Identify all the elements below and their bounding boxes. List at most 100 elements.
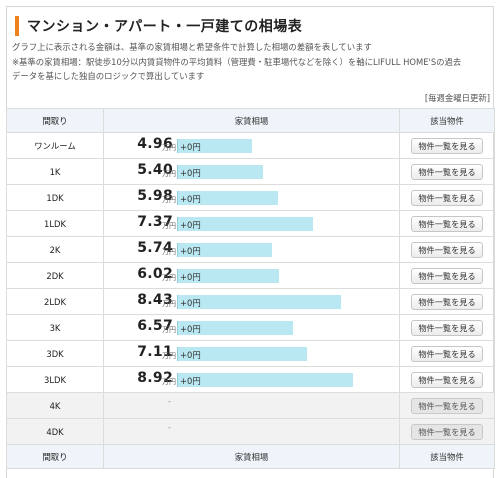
property-cell: 物件一覧を見る xyxy=(399,340,495,367)
property-cell: 物件一覧を見る xyxy=(399,210,495,237)
rent-cell: 6.02 万円 +0円 xyxy=(103,262,400,289)
rent-price: 6.57 xyxy=(137,318,173,334)
view-properties-button[interactable]: 物件一覧を見る xyxy=(411,345,483,362)
rent-diff: +0円 xyxy=(180,142,201,152)
rent-unit: 万円 xyxy=(162,144,176,152)
note-line-2: ※基準の家賃相場：駅徒歩10分以内賃貸物件の平均賃料（管理費・駐車場代などを除く… xyxy=(12,56,462,67)
madori-cell: 2DK xyxy=(6,262,104,289)
rent-cell: - xyxy=(103,392,400,419)
section-title: マンション・アパート・一戸建ての相場表 xyxy=(27,19,303,35)
property-cell: 物件一覧を見る xyxy=(399,184,495,211)
property-cell: 物件一覧を見る xyxy=(399,366,495,393)
rent-diff: +0円 xyxy=(180,168,201,178)
view-properties-button[interactable]: 物件一覧を見る xyxy=(411,293,483,310)
property-cell: 物件一覧を見る xyxy=(399,418,495,445)
table-row: 2LDK 8.43 万円 +0円 物件一覧を見る xyxy=(6,288,495,315)
rent-cell: 7.37 万円 +0円 xyxy=(103,210,400,237)
madori-cell: 2K xyxy=(6,236,104,263)
rent-unit: 万円 xyxy=(162,274,176,282)
view-properties-button[interactable]: 物件一覧を見る xyxy=(411,137,483,154)
rent-price: 7.11 xyxy=(137,344,173,360)
header-rent: 家賃相場 xyxy=(103,108,400,133)
rent-unit: 万円 xyxy=(162,196,176,204)
view-properties-button[interactable]: 物件一覧を見る xyxy=(411,371,483,388)
table-header-row: 間取り 家賃相場 該当物件 xyxy=(6,108,495,133)
view-properties-button[interactable]: 物件一覧を見る xyxy=(411,267,483,284)
rent-price: 8.92 xyxy=(137,370,173,386)
rent-bar xyxy=(177,347,307,361)
madori-cell: 4K xyxy=(6,392,104,419)
explanation-notes: グラフ上に表示される金額は、基準の家賃相場と希望条件で計算した相場の差額を表して… xyxy=(12,40,482,84)
rent-cell: 7.11 万円 +0円 xyxy=(103,340,400,367)
rent-unit: 万円 xyxy=(162,222,176,230)
header-properties: 該当物件 xyxy=(399,108,495,133)
table-row: 4DK - 物件一覧を見る xyxy=(6,418,495,445)
table-row: 3K 6.57 万円 +0円 物件一覧を見る xyxy=(6,314,495,341)
rent-cell: - xyxy=(103,418,400,445)
rent-diff: +0円 xyxy=(180,298,201,308)
rent-bar xyxy=(177,217,314,231)
madori-cell: 1DK xyxy=(6,184,104,211)
property-cell: 物件一覧を見る xyxy=(399,314,495,341)
table-row: 1DK 5.98 万円 +0円 物件一覧を見る xyxy=(6,184,495,211)
table-row: 2K 5.74 万円 +0円 物件一覧を見る xyxy=(6,236,495,263)
rent-bar xyxy=(177,191,278,205)
rent-cell: 4.96 万円 +0円 xyxy=(103,132,400,159)
table-body: ワンルーム 4.96 万円 +0円 物件一覧を見る 1K 5.40 万円 +0円 物件一覧を見る 1… xyxy=(6,132,495,445)
property-cell: 物件一覧を見る xyxy=(399,236,495,263)
table-row: 3DK 7.11 万円 +0円 物件一覧を見る xyxy=(6,340,495,367)
rent-unit: 万円 xyxy=(162,300,176,308)
madori-cell: 3DK xyxy=(6,340,104,367)
rent-bar xyxy=(177,373,353,387)
rent-cell: 5.40 万円 +0円 xyxy=(103,158,400,185)
footer-madori: 間取り xyxy=(6,444,104,469)
view-properties-button[interactable]: 物件一覧を見る xyxy=(411,163,483,180)
rent-bar xyxy=(177,269,280,283)
rent-diff: +0円 xyxy=(180,376,201,386)
rent-diff: +0円 xyxy=(180,220,201,230)
header-madori: 間取り xyxy=(6,108,104,133)
footer-properties: 該当物件 xyxy=(399,444,495,469)
view-properties-button[interactable]: 物件一覧を見る xyxy=(411,319,483,336)
table-row: ワンルーム 4.96 万円 +0円 物件一覧を見る xyxy=(6,132,495,159)
rent-cell: 6.57 万円 +0円 xyxy=(103,314,400,341)
view-properties-button[interactable]: 物件一覧を見る xyxy=(411,215,483,232)
rent-bar xyxy=(177,139,252,153)
rent-table: 間取り 家賃相場 該当物件 ワンルーム 4.96 万円 +0円 物件一覧を見る 1K 5.4… xyxy=(6,108,495,469)
rent-bar xyxy=(177,165,264,179)
rent-cell: 5.74 万円 +0円 xyxy=(103,236,400,263)
footer-rent: 家賃相場 xyxy=(103,444,400,469)
madori-cell: 1LDK xyxy=(6,210,104,237)
table-row: 1LDK 7.37 万円 +0円 物件一覧を見る xyxy=(6,210,495,237)
table-row: 2DK 6.02 万円 +0円 物件一覧を見る xyxy=(6,262,495,289)
rent-bar xyxy=(177,295,341,309)
rent-cell: 8.92 万円 +0円 xyxy=(103,366,400,393)
property-cell: 物件一覧を見る xyxy=(399,132,495,159)
property-cell: 物件一覧を見る xyxy=(399,158,495,185)
rent-price: 6.02 xyxy=(137,266,173,282)
rent-bar xyxy=(177,243,272,257)
rent-cell: 8.43 万円 +0円 xyxy=(103,288,400,315)
madori-cell: 3LDK xyxy=(6,366,104,393)
rent-unit: 万円 xyxy=(162,326,176,334)
view-properties-button[interactable]: 物件一覧を見る xyxy=(411,241,483,258)
note-line-1: グラフ上に表示される金額は、基準の家賃相場と希望条件で計算した相場の差額を表して… xyxy=(12,42,372,52)
rent-diff: +0円 xyxy=(180,324,201,334)
title-accent-bar xyxy=(15,16,19,36)
property-cell: 物件一覧を見る xyxy=(399,288,495,315)
rent-bar xyxy=(177,321,294,335)
view-properties-button[interactable]: 物件一覧を見る xyxy=(411,189,483,206)
table-row: 4K - 物件一覧を見る xyxy=(6,392,495,419)
rent-diff: +0円 xyxy=(180,272,201,282)
view-properties-button[interactable]: 物件一覧を見る xyxy=(411,423,483,440)
rent-price: 5.74 xyxy=(137,240,173,256)
rent-unit: 万円 xyxy=(162,248,176,256)
no-data-dash: - xyxy=(168,423,171,432)
rent-diff: +0円 xyxy=(180,246,201,256)
view-properties-button[interactable]: 物件一覧を見る xyxy=(411,397,483,414)
rent-price: 5.40 xyxy=(137,162,173,178)
table-row: 1K 5.40 万円 +0円 物件一覧を見る xyxy=(6,158,495,185)
no-data-dash: - xyxy=(168,397,171,406)
section-header: マンション・アパート・一戸建ての相場表 xyxy=(15,15,302,37)
madori-cell: 1K xyxy=(6,158,104,185)
